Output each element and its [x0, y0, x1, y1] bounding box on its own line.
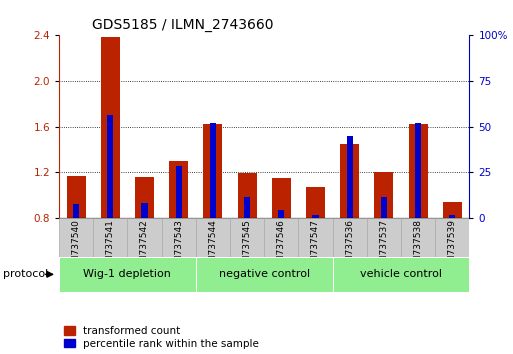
Bar [93, 218, 127, 257]
Bar [101, 36, 120, 218]
Bar [162, 218, 196, 257]
Bar [435, 218, 469, 257]
Text: GSM737537: GSM737537 [380, 219, 388, 274]
Bar [142, 203, 148, 218]
Bar [381, 197, 387, 218]
Bar [374, 172, 393, 218]
Text: GSM737542: GSM737542 [140, 219, 149, 274]
Bar [409, 124, 427, 218]
Bar [278, 210, 284, 218]
Bar [67, 176, 86, 218]
Text: GSM737547: GSM737547 [311, 219, 320, 274]
Text: negative control: negative control [219, 269, 310, 279]
Bar [204, 124, 222, 218]
Text: GDS5185 / ILMN_2743660: GDS5185 / ILMN_2743660 [92, 18, 273, 32]
Bar [306, 187, 325, 218]
Text: GSM737541: GSM737541 [106, 219, 115, 274]
Bar [196, 257, 332, 292]
Bar [175, 166, 182, 218]
Text: vehicle control: vehicle control [360, 269, 442, 279]
Bar [449, 216, 456, 218]
Bar [196, 218, 230, 257]
Text: GSM737544: GSM737544 [208, 219, 218, 274]
Text: GSM737536: GSM737536 [345, 219, 354, 274]
Text: Wig-1 depletion: Wig-1 depletion [84, 269, 171, 279]
Bar [347, 136, 353, 218]
Bar [73, 204, 79, 218]
Text: GSM737545: GSM737545 [243, 219, 251, 274]
Text: protocol: protocol [3, 269, 48, 279]
Bar [272, 178, 291, 218]
Bar [332, 218, 367, 257]
Bar [135, 177, 154, 218]
Text: GSM737543: GSM737543 [174, 219, 183, 274]
Bar [401, 218, 435, 257]
Bar [367, 218, 401, 257]
Text: GSM737538: GSM737538 [413, 219, 423, 274]
Bar [299, 218, 332, 257]
Bar [415, 123, 421, 218]
Bar [340, 144, 359, 218]
Bar [238, 173, 256, 218]
Bar [312, 216, 319, 218]
Text: GSM737539: GSM737539 [448, 219, 457, 274]
Bar [127, 218, 162, 257]
Bar [230, 218, 264, 257]
Bar [107, 115, 113, 218]
Legend: transformed count, percentile rank within the sample: transformed count, percentile rank withi… [64, 326, 259, 349]
Text: GSM737546: GSM737546 [277, 219, 286, 274]
Text: GSM737540: GSM737540 [72, 219, 81, 274]
Bar [264, 218, 299, 257]
Bar [169, 161, 188, 218]
Bar [443, 202, 462, 218]
Bar [244, 197, 250, 218]
Bar [210, 123, 216, 218]
Bar [59, 257, 196, 292]
Bar [59, 218, 93, 257]
Bar [332, 257, 469, 292]
